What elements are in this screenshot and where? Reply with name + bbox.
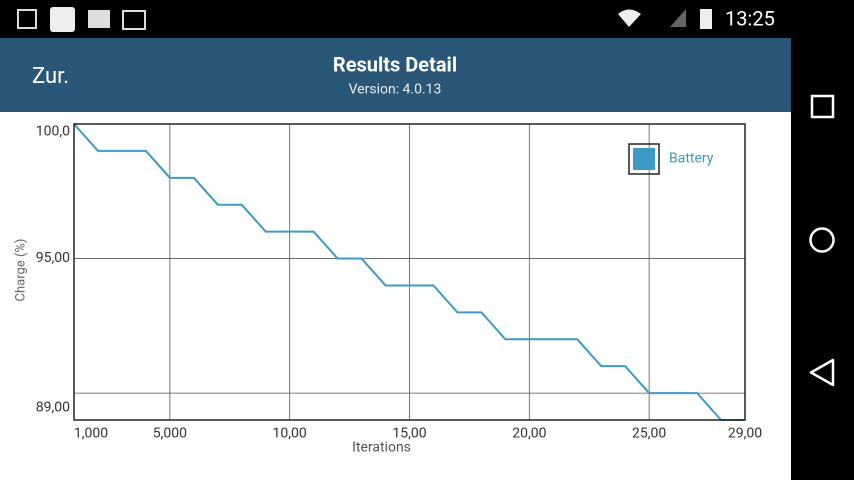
data-line	[73, 123, 745, 421]
x-axis-label: Iterations	[352, 440, 411, 456]
x-tick-label: 20,00	[512, 426, 546, 442]
clock: 13:25	[725, 6, 775, 30]
x-tick-label: 15,00	[392, 426, 426, 442]
legend-label: Battery	[669, 151, 714, 167]
legend-box	[628, 143, 660, 175]
app-header	[0, 38, 791, 112]
battery-icon	[700, 9, 712, 29]
signal-icon	[670, 9, 686, 27]
y-tick-label: 89,00	[36, 400, 70, 416]
mail-icon	[88, 10, 110, 28]
x-tick-label: 1,000	[74, 426, 108, 442]
x-tick-label: 25,00	[632, 426, 666, 442]
y-tick-label: 95,00	[36, 250, 70, 266]
recents-button[interactable]	[810, 94, 835, 119]
y-tick-label: 100,0	[36, 124, 70, 140]
x-tick-label: 10,00	[273, 426, 307, 442]
home-button[interactable]	[809, 227, 835, 253]
app-icon	[50, 7, 75, 32]
task-icon	[122, 10, 146, 30]
back-nav-button[interactable]	[809, 358, 835, 387]
plot-frame	[73, 123, 746, 421]
legend-swatch	[633, 148, 655, 170]
header-title: Results Detail	[333, 52, 457, 76]
header-subtitle: Version: 4.0.13	[349, 82, 442, 98]
y-axis-label: Charge (%)	[13, 239, 28, 302]
x-tick-label: 5,000	[153, 426, 187, 442]
image-icon	[17, 9, 37, 29]
back-button[interactable]: Zur.	[32, 64, 69, 89]
x-tick-label: 29,00	[728, 426, 762, 442]
wifi-icon	[618, 9, 641, 27]
chart: 89,00 95,00 100,0 1,000 5,000 10,00 15,00 20,00…	[13, 123, 762, 456]
nav-bar	[791, 0, 854, 480]
